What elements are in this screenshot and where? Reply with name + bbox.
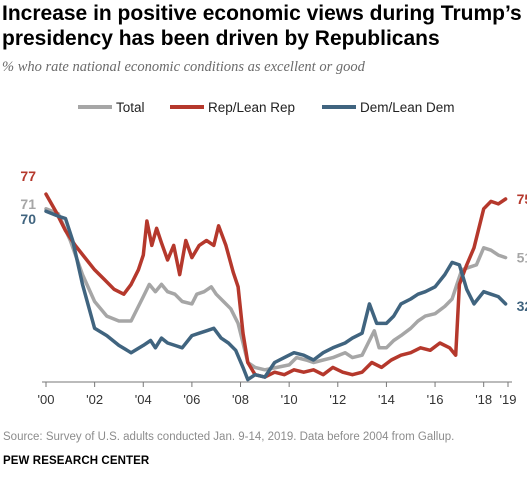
x-tick-label: '16: [427, 392, 444, 407]
start-value-label: 70: [20, 211, 36, 227]
x-tick-label: '06: [183, 392, 200, 407]
legend-label: Rep/Lean Rep: [208, 100, 295, 115]
source-note: Source: Survey of U.S. adults conducted …: [3, 431, 455, 443]
series-layer: [44, 192, 508, 382]
series-line: [44, 192, 508, 379]
end-value-label: 51: [517, 250, 527, 266]
x-tick-label: '02: [86, 392, 103, 407]
end-value-label: 32: [517, 298, 527, 314]
line-chart: Total Rep/Lean Rep Dem/Lean Dem 71 51 77 75 70…: [20, 100, 527, 407]
x-tick-label: '14: [378, 392, 395, 407]
x-tick-label: '00: [38, 392, 55, 407]
chart-title: Increase in positive economic views duri…: [2, 2, 522, 50]
chart-legend: Total Rep/Lean Rep Dem/Lean Dem: [78, 100, 455, 115]
brand-label: PEW RESEARCH CENTER: [3, 455, 150, 467]
start-value-label: 71: [20, 196, 36, 212]
series-line: [44, 209, 508, 382]
x-tick-label: '04: [135, 392, 152, 407]
x-tick-label: '12: [329, 392, 346, 407]
end-value-label: 75: [517, 191, 527, 207]
x-tick-label: '18: [475, 392, 492, 407]
x-tick-label: '08: [232, 392, 249, 407]
chart-subtitle: % who rate national economic conditions …: [2, 59, 365, 75]
legend-label: Dem/Lean Dem: [360, 100, 455, 115]
series-line: [44, 207, 508, 372]
x-axis: '00 '02 '04 '06 '08 '10 '12 '14 '16 '18 '19: [38, 381, 517, 407]
start-value-label: 77: [20, 168, 36, 184]
x-tick-label: '19: [500, 392, 517, 407]
value-labels: 71 51 77 75 70 32: [20, 168, 527, 314]
x-tick-label: '10: [281, 392, 298, 407]
legend-label: Total: [116, 100, 145, 115]
